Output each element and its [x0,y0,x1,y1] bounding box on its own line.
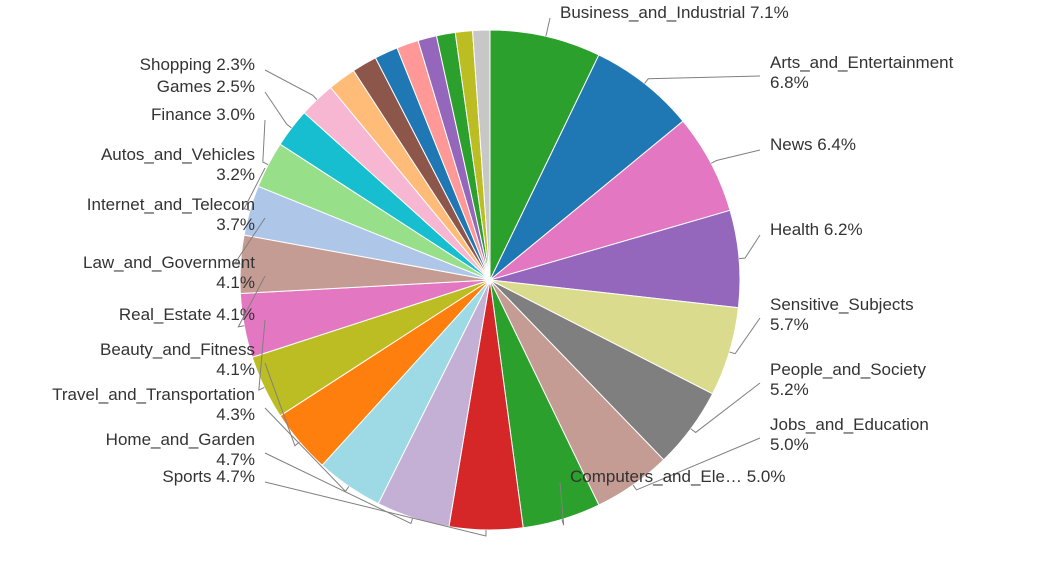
slice-label: 4.7% [216,450,255,469]
leader-line [546,18,550,36]
slice-label: Business_and_Industrial 7.1% [560,3,789,22]
slice-label: Travel_and_Transportation [52,385,255,404]
slice-label: Sports 4.7% [162,467,255,486]
leader-line [739,235,760,259]
leader-line [265,70,317,100]
leader-line [645,76,760,83]
slice-label: 5.7% [770,315,809,334]
slice-label: 4.1% [216,360,255,379]
slice-label: Finance 3.0% [151,105,255,124]
slice-label: 4.1% [216,273,255,292]
leader-line [265,92,292,128]
leader-line [711,150,760,163]
slice-label: 5.0% [770,435,809,454]
slice-label: 6.8% [770,73,809,92]
slice-label: News 6.4% [770,135,856,154]
slice-label: Law_and_Government [83,253,255,272]
slice-label: Health 6.2% [770,220,863,239]
slice-label: 4.3% [216,405,255,424]
slice-label: 5.2% [770,380,809,399]
pie-chart: Business_and_Industrial 7.1% Arts_and_Ent… [0,0,1048,561]
slice-label: Jobs_and_Education [770,415,929,434]
slice-label: Home_and_Garden [106,430,255,449]
slice-label: Real_Estate 4.1% [119,305,255,324]
slice-label: 3.2% [216,165,255,184]
slice-label: Games 2.5% [157,77,255,96]
slice-label: Shopping 2.3% [140,55,255,74]
slice-label: Sensitive_Subjects [770,295,914,314]
slice-label: People_and_Society [770,360,926,379]
slice-label: Arts_and_Entertainment [770,53,954,72]
slice-label: 3.7% [216,215,255,234]
slice-label: Computers_and_Ele… 5.0% [570,467,785,486]
leader-line [263,120,268,165]
slice-label: Beauty_and_Fitness [100,340,255,359]
slice-label: Internet_and_Telecom [87,195,255,214]
slice-label: Autos_and_Vehicles [101,145,255,164]
